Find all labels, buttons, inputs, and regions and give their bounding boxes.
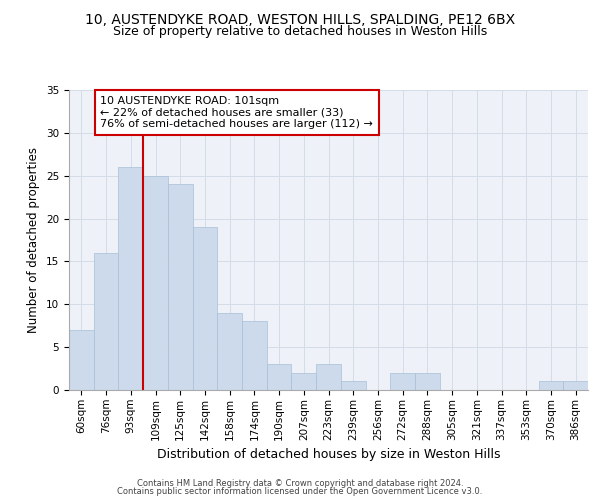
Text: 10, AUSTENDYKE ROAD, WESTON HILLS, SPALDING, PE12 6BX: 10, AUSTENDYKE ROAD, WESTON HILLS, SPALD… (85, 12, 515, 26)
Bar (267, 364, 292, 390)
Text: Size of property relative to detached houses in Weston Hills: Size of property relative to detached ho… (113, 25, 487, 38)
Bar (69, 330, 94, 390)
Bar (292, 373, 316, 390)
Bar (168, 184, 193, 390)
Bar (143, 176, 168, 390)
Bar (341, 382, 365, 390)
Bar (415, 373, 440, 390)
Bar (217, 313, 242, 390)
Text: 10 AUSTENDYKE ROAD: 101sqm
← 22% of detached houses are smaller (33)
76% of semi: 10 AUSTENDYKE ROAD: 101sqm ← 22% of deta… (100, 96, 373, 129)
Text: Contains public sector information licensed under the Open Government Licence v3: Contains public sector information licen… (118, 487, 482, 496)
Bar (242, 322, 267, 390)
Bar (316, 364, 341, 390)
Y-axis label: Number of detached properties: Number of detached properties (28, 147, 40, 333)
Bar (94, 253, 118, 390)
Bar (118, 167, 143, 390)
Bar (563, 382, 588, 390)
Bar (193, 227, 217, 390)
X-axis label: Distribution of detached houses by size in Weston Hills: Distribution of detached houses by size … (157, 448, 500, 461)
Text: Contains HM Land Registry data © Crown copyright and database right 2024.: Contains HM Land Registry data © Crown c… (137, 478, 463, 488)
Bar (390, 373, 415, 390)
Bar (539, 382, 563, 390)
